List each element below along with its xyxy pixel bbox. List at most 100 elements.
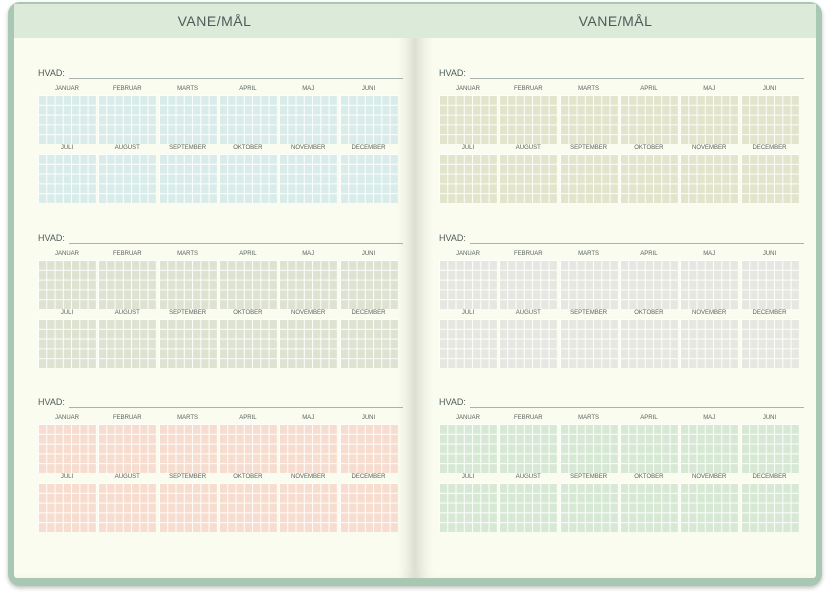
day-grid[interactable]: [218, 319, 277, 368]
day-grid[interactable]: [98, 95, 157, 144]
day-grid[interactable]: [740, 95, 799, 144]
day-grid[interactable]: [38, 483, 96, 532]
day-grid[interactable]: [218, 260, 277, 309]
day-grid[interactable]: [439, 483, 497, 532]
day-grid[interactable]: [218, 154, 277, 203]
day-grid[interactable]: [158, 319, 217, 368]
month-name: JULI: [60, 145, 74, 151]
day-grid[interactable]: [218, 95, 277, 144]
hvad-row: HVAD:: [439, 233, 804, 249]
day-grid[interactable]: [279, 154, 338, 203]
day-grid[interactable]: [740, 483, 799, 532]
day-grid[interactable]: [158, 154, 217, 203]
habit-tracker-section: HVAD: JANUAR FEBRUAR MARTS APRIL MAJ JUNI JULI A…: [38, 233, 403, 368]
month-block: FEBRUAR: [98, 414, 157, 473]
day-grid[interactable]: [38, 154, 96, 203]
day-grid[interactable]: [98, 483, 157, 532]
day-grid[interactable]: [339, 260, 398, 309]
month-block: NOVEMBER: [680, 309, 739, 368]
day-grid[interactable]: [279, 260, 338, 309]
month-block: APRIL: [218, 85, 277, 144]
day-grid[interactable]: [158, 95, 217, 144]
day-grid[interactable]: [279, 95, 338, 144]
day-grid[interactable]: [98, 319, 157, 368]
day-grid[interactable]: [439, 95, 497, 144]
day-grid[interactable]: [158, 424, 217, 473]
day-grid[interactable]: [680, 319, 739, 368]
day-grid[interactable]: [740, 154, 799, 203]
hvad-write-line[interactable]: [470, 78, 804, 79]
month-name: JANUAR: [54, 251, 79, 257]
day-grid[interactable]: [680, 154, 739, 203]
month-block: JANUAR: [38, 250, 96, 309]
day-grid[interactable]: [439, 154, 497, 203]
day-grid[interactable]: [158, 260, 217, 309]
day-grid[interactable]: [559, 483, 618, 532]
day-grid[interactable]: [619, 95, 678, 144]
day-grid[interactable]: [339, 424, 398, 473]
month-block: AUGUST: [499, 309, 558, 368]
month-row: JANUAR FEBRUAR MARTS APRIL MAJ JUNI: [38, 85, 403, 149]
day-grid[interactable]: [98, 424, 157, 473]
day-grid[interactable]: [439, 424, 497, 473]
day-grid[interactable]: [559, 260, 618, 309]
day-grid[interactable]: [619, 424, 678, 473]
hvad-write-line[interactable]: [69, 78, 403, 79]
day-grid[interactable]: [339, 483, 398, 532]
day-grid[interactable]: [339, 95, 398, 144]
month-name: FEBRUAR: [513, 251, 543, 257]
day-grid[interactable]: [38, 95, 96, 144]
hvad-write-line[interactable]: [470, 407, 804, 408]
month-block: MARTS: [559, 85, 618, 144]
month-block: FEBRUAR: [499, 85, 558, 144]
day-grid[interactable]: [499, 424, 558, 473]
day-grid[interactable]: [439, 319, 497, 368]
day-grid[interactable]: [499, 260, 558, 309]
day-grid[interactable]: [680, 424, 739, 473]
day-grid[interactable]: [619, 483, 678, 532]
day-grid[interactable]: [740, 424, 799, 473]
day-grid[interactable]: [499, 319, 558, 368]
day-grid[interactable]: [38, 424, 96, 473]
month-block: AUGUST: [499, 144, 558, 203]
day-grid[interactable]: [38, 319, 96, 368]
day-grid[interactable]: [740, 260, 799, 309]
day-grid[interactable]: [38, 260, 96, 309]
day-grid[interactable]: [680, 95, 739, 144]
day-grid[interactable]: [680, 483, 739, 532]
month-name: JANUAR: [455, 251, 480, 257]
day-grid[interactable]: [218, 424, 277, 473]
hvad-label: HVAD:: [439, 397, 466, 407]
day-grid[interactable]: [279, 424, 338, 473]
day-grid[interactable]: [619, 154, 678, 203]
day-grid[interactable]: [559, 424, 618, 473]
day-grid[interactable]: [439, 260, 497, 309]
day-grid[interactable]: [218, 483, 277, 532]
month-block: OKTOBER: [619, 144, 678, 203]
day-grid[interactable]: [619, 319, 678, 368]
day-grid[interactable]: [279, 319, 338, 368]
day-grid[interactable]: [279, 483, 338, 532]
day-grid[interactable]: [680, 260, 739, 309]
day-grid[interactable]: [559, 154, 618, 203]
day-grid[interactable]: [559, 319, 618, 368]
hvad-write-line[interactable]: [470, 243, 804, 244]
day-grid[interactable]: [339, 319, 398, 368]
day-grid[interactable]: [499, 483, 558, 532]
month-block: OKTOBER: [619, 309, 678, 368]
day-grid[interactable]: [499, 154, 558, 203]
hvad-write-line[interactable]: [69, 243, 403, 244]
month-name: JULI: [60, 310, 74, 316]
day-grid[interactable]: [339, 154, 398, 203]
page-title: VANE/MÅL: [177, 13, 252, 29]
day-grid[interactable]: [740, 319, 799, 368]
day-grid[interactable]: [619, 260, 678, 309]
day-grid[interactable]: [98, 154, 157, 203]
hvad-write-line[interactable]: [69, 407, 403, 408]
day-grid[interactable]: [559, 95, 618, 144]
day-grid[interactable]: [98, 260, 157, 309]
month-name: FEBRUAR: [513, 86, 543, 92]
day-grid[interactable]: [499, 95, 558, 144]
day-grid[interactable]: [158, 483, 217, 532]
month-block: JULI: [38, 473, 96, 532]
